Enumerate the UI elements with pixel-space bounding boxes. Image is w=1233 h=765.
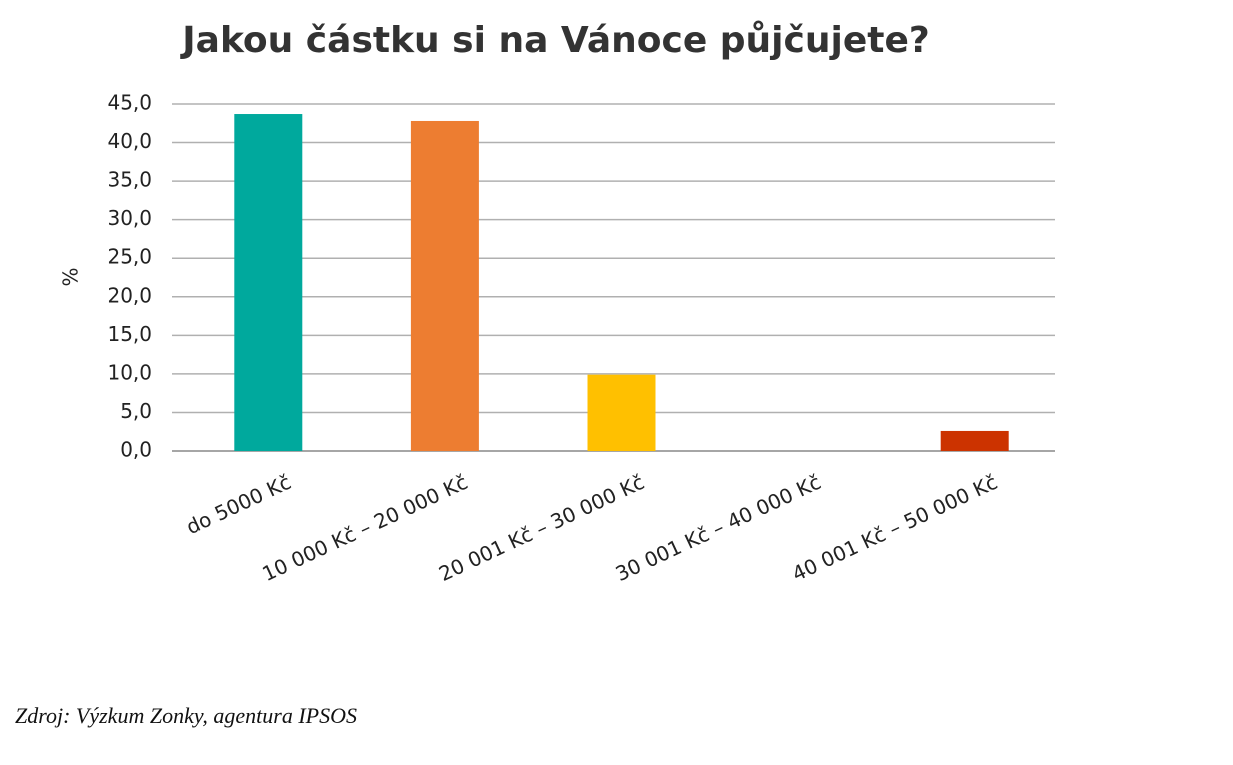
y-tick-label: 35,0 — [107, 168, 152, 192]
y-tick-label: 25,0 — [107, 245, 152, 269]
y-tick-label: 45,0 — [107, 91, 152, 115]
bar — [940, 430, 1009, 451]
bar — [410, 120, 479, 451]
y-tick-label: 20,0 — [107, 283, 152, 307]
x-tick-label: do 5000 Kč — [182, 470, 294, 539]
y-tick-label: 15,0 — [107, 322, 152, 346]
y-tick-label: 0,0 — [120, 438, 152, 462]
y-axis-label: % — [59, 267, 83, 286]
y-tick-label: 40,0 — [107, 129, 152, 153]
bar — [587, 374, 656, 451]
y-tick-label: 30,0 — [107, 206, 152, 230]
y-tick-label: 10,0 — [107, 360, 152, 384]
source-note: Zdroj: Výzkum Zonky, agentura IPSOS — [15, 703, 357, 728]
y-tick-label: 5,0 — [120, 399, 152, 423]
bar — [234, 114, 303, 451]
chart-title: Jakou částku si na Vánoce půjčujete? — [179, 20, 930, 61]
